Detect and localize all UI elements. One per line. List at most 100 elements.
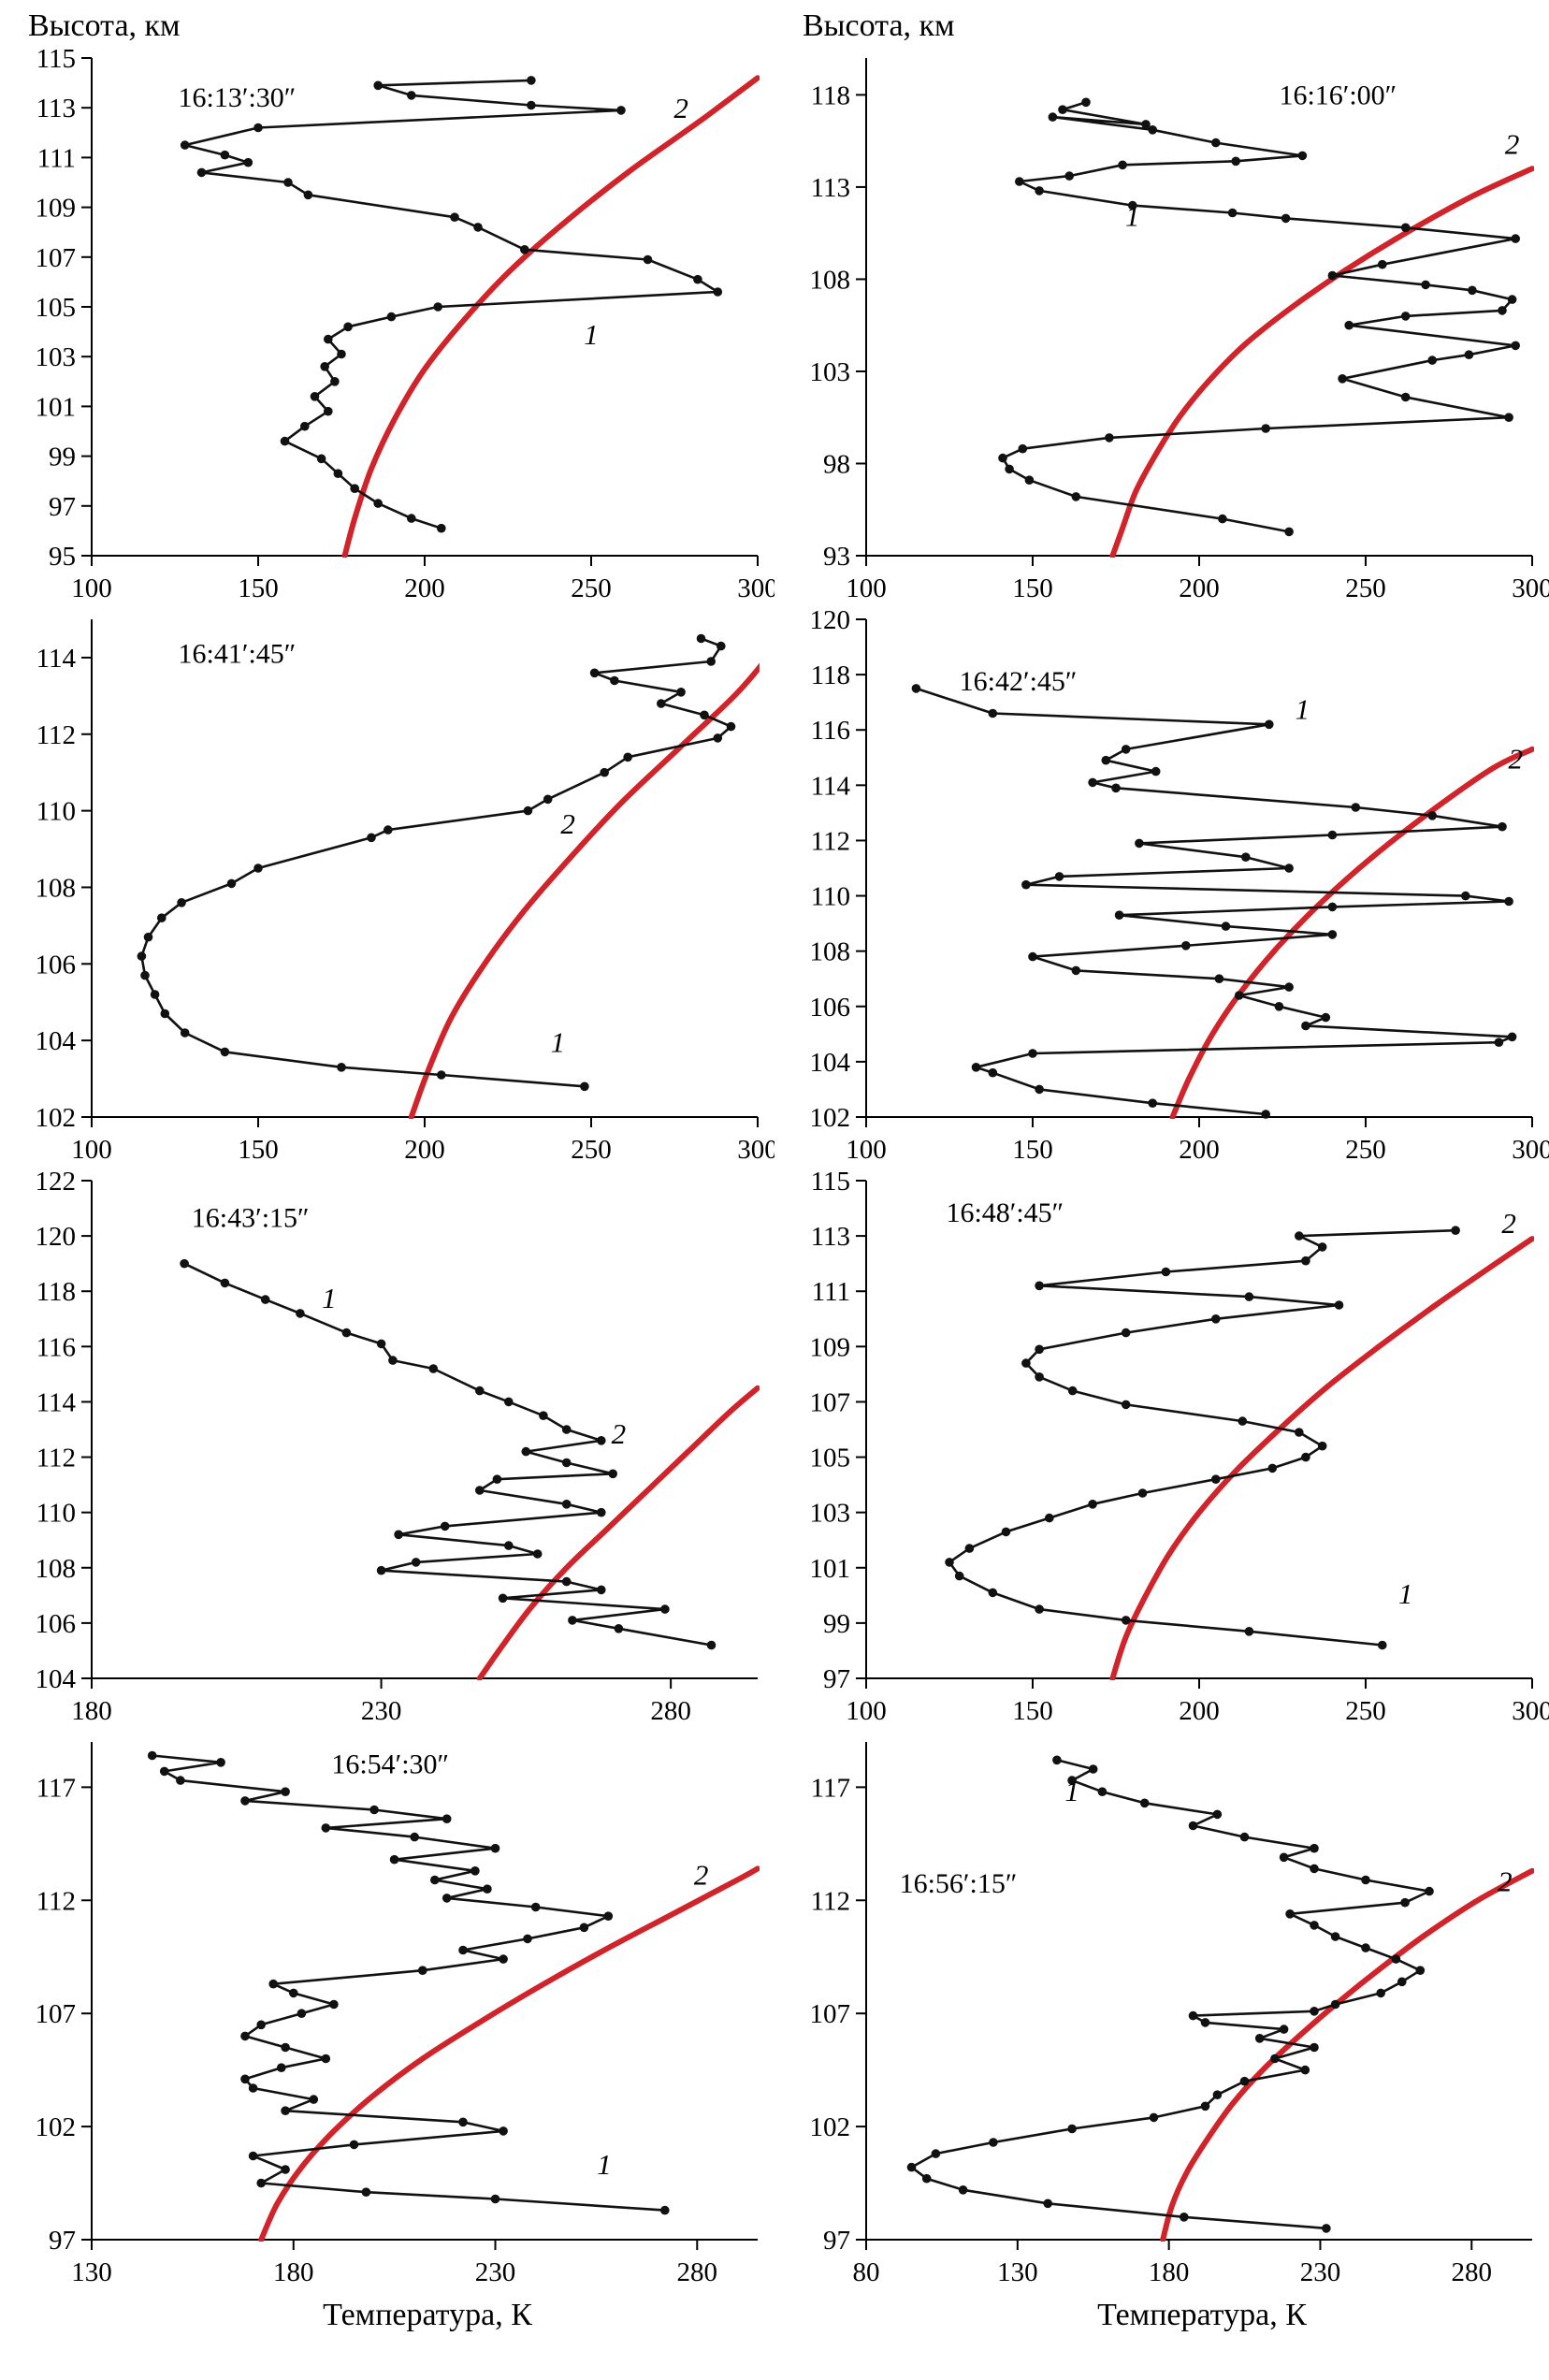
svg-text:116: 116	[811, 716, 850, 746]
series-label-1: 1	[1064, 1775, 1079, 1807]
svg-text:103: 103	[810, 1499, 851, 1529]
svg-text:103: 103	[36, 342, 77, 372]
svg-text:118: 118	[36, 1277, 76, 1307]
svg-text:108: 108	[810, 265, 851, 295]
svg-text:280: 280	[650, 1696, 691, 1726]
chart-svg-panel-16-41-45: 102 104 106 108 110 112 114 100 150 200 250 300 1 2 16…	[36, 619, 778, 1165]
model-curve	[1109, 1236, 1534, 1680]
svg-text:200: 200	[404, 1135, 445, 1165]
svg-text:111: 111	[37, 143, 76, 173]
measured-profile-points	[945, 1226, 1460, 1650]
svg-text:101: 101	[36, 392, 77, 422]
y-axis-ticks: 97 102 107 112 117	[36, 1773, 92, 2256]
chart-panel-16-43-15: 104 106 108 110 112 114 116 118 120 122 180 230 280 1…	[0, 1167, 774, 1733]
svg-text:93: 93	[823, 542, 850, 572]
x-axis-title-left: Температура, К	[323, 2298, 532, 2332]
svg-text:104: 104	[810, 1048, 851, 1078]
model-curve	[1109, 166, 1534, 558]
svg-text:110: 110	[811, 882, 850, 912]
series-label-1: 1	[1296, 692, 1310, 725]
svg-text:98: 98	[823, 449, 850, 479]
measured-profile-line	[1001, 101, 1517, 533]
chart-panel-16-48-45: 97 99 101 103 105 107 109 111 113 115 100 150 200 250…	[774, 1167, 1549, 1733]
measured-profile-points	[180, 76, 723, 533]
svg-text:108: 108	[36, 1554, 77, 1584]
svg-text:180: 180	[1149, 2257, 1190, 2287]
svg-text:150: 150	[1012, 1135, 1053, 1165]
axes: 95 97 99 101 103 105 107 109 111 113 115 100 150 200 2…	[36, 44, 778, 603]
y-axis-ticks: 97 102 107 112 117	[810, 1773, 866, 2256]
time-label: 16:13′:30″	[179, 82, 297, 113]
svg-text:107: 107	[36, 1999, 77, 2029]
chart-panel-16-13-30: 95 97 99 101 103 105 107 109 111 113 115 100 150 200 2…	[0, 44, 778, 610]
measured-profile-points	[911, 684, 1517, 1119]
svg-text:107: 107	[810, 1999, 851, 2029]
svg-text:110: 110	[36, 797, 76, 827]
series-label-1: 1	[597, 2148, 612, 2181]
svg-text:300: 300	[737, 1135, 774, 1165]
measured-profile-line	[948, 1228, 1456, 1647]
svg-text:102: 102	[36, 1103, 77, 1133]
model-curve	[258, 1865, 760, 2242]
svg-text:100: 100	[846, 1696, 887, 1726]
svg-text:97: 97	[49, 492, 76, 522]
svg-text:300: 300	[737, 573, 774, 603]
svg-text:280: 280	[677, 2257, 718, 2287]
svg-text:108: 108	[36, 873, 77, 903]
chart-panel-16-42-45: 102 104 106 108 110 112 114 116 118 120 100 150 200 2…	[774, 605, 1549, 1171]
svg-text:107: 107	[810, 1387, 851, 1417]
svg-text:95: 95	[49, 542, 76, 572]
measured-profile-points	[137, 633, 736, 1092]
chart-panel-16-56-15: 97 102 107 112 117 80 130 180 230 280 1 2 16:56′:15″	[774, 1733, 1549, 2294]
series-label-2: 2	[1498, 1865, 1513, 1898]
chart-panel-16-16-00: 93 98 103 108 113 118 100 150 200 250 300 1 2 16:16′:…	[774, 49, 1549, 610]
svg-text:300: 300	[1512, 1135, 1549, 1165]
model-curve	[476, 1385, 760, 1680]
y-axis-ticks: 102 104 106 108 110 112 114 116 118 120	[810, 605, 866, 1133]
svg-text:120: 120	[36, 1222, 77, 1252]
chart-svg-panel-16-13-30: 95 97 99 101 103 105 107 109 111 113 115 100 150 200 2…	[36, 44, 778, 603]
y-axis-ticks: 93 98 103 108 113 118	[810, 80, 866, 572]
measured-profile-points	[998, 97, 1520, 537]
chart-grid: 95 97 99 101 103 105 107 109 111 113 115 100 150 200 2…	[0, 44, 1549, 2294]
series-label-2: 2	[694, 1858, 709, 1891]
svg-text:112: 112	[36, 720, 76, 750]
model-curve	[1169, 746, 1534, 1119]
svg-text:114: 114	[36, 644, 77, 674]
svg-text:106: 106	[36, 950, 77, 980]
series-label-2: 2	[1501, 1207, 1516, 1240]
chart-svg-panel-16-48-45: 97 99 101 103 105 107 109 111 113 115 100 150 200 250…	[810, 1167, 1549, 1726]
x-axis-ticks: 100 150 200 250 300	[846, 556, 1549, 603]
svg-text:97: 97	[823, 1664, 850, 1694]
chart-panel-16-54-30: 97 102 107 112 117 130 180 230 280 1 2 16:54′:30″	[0, 1733, 774, 2294]
svg-text:100: 100	[846, 573, 887, 603]
measured-profile-line	[152, 1754, 665, 2212]
svg-text:118: 118	[811, 80, 850, 110]
svg-text:111: 111	[812, 1277, 850, 1307]
svg-text:109: 109	[810, 1332, 851, 1362]
svg-text:80: 80	[853, 2257, 880, 2287]
svg-text:300: 300	[1512, 1696, 1549, 1726]
svg-text:280: 280	[1452, 2257, 1493, 2287]
svg-text:113: 113	[811, 1222, 850, 1252]
series-label-1: 1	[584, 318, 599, 351]
measured-profile-line	[183, 1262, 712, 1647]
svg-text:117: 117	[811, 1773, 850, 1803]
model-curve	[1160, 1867, 1534, 2242]
series-label-1: 1	[1398, 1577, 1413, 1610]
svg-text:115: 115	[811, 1171, 850, 1197]
svg-text:150: 150	[238, 1135, 279, 1165]
x-axis-ticks: 180 230 280	[71, 1678, 691, 1726]
axes: 97 102 107 112 117 130 180 230 280	[36, 1742, 758, 2287]
svg-text:250: 250	[1345, 1696, 1386, 1726]
svg-text:115: 115	[36, 49, 76, 74]
svg-text:130: 130	[997, 2257, 1038, 2287]
svg-text:150: 150	[1012, 573, 1053, 603]
svg-text:150: 150	[1012, 1696, 1053, 1726]
svg-text:97: 97	[49, 2226, 76, 2256]
axes: 93 98 103 108 113 118 100 150 200 250 300	[810, 58, 1549, 603]
chart-svg-panel-16-56-15: 97 102 107 112 117 80 130 180 230 280 1 2 16:56′:15″	[810, 1742, 1534, 2287]
axes: 102 104 106 108 110 112 114 116 118 120 100 150 200 2…	[810, 605, 1549, 1165]
y-axis-ticks: 104 106 108 110 112 114 116 118 120 122	[36, 1167, 92, 1694]
